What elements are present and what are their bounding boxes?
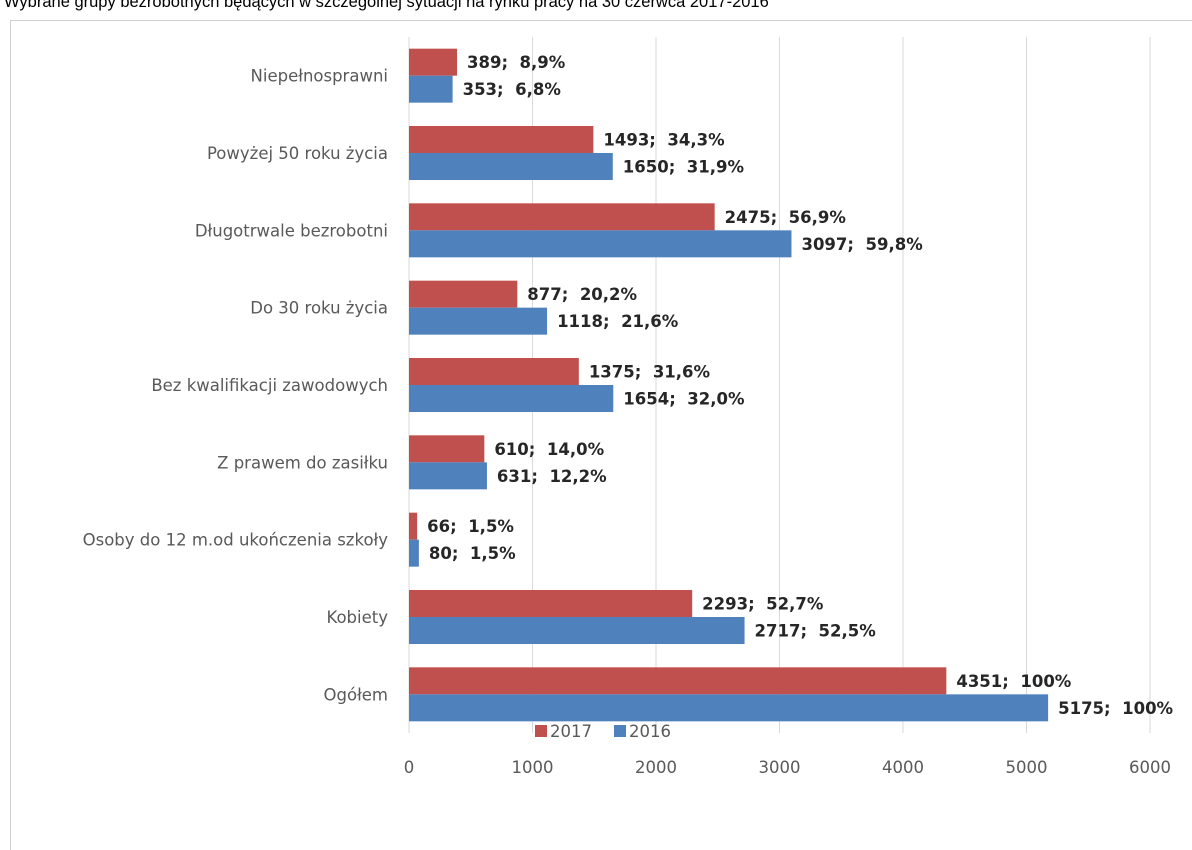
x-tick-label: 1000: [512, 758, 554, 777]
bar-2017: [409, 358, 579, 385]
bar-2017: [409, 126, 594, 153]
bar-2016: [409, 307, 548, 335]
category-label: Powyżej 50 roku życia: [207, 144, 388, 163]
bar-2016: [409, 617, 745, 644]
bar-2017: [409, 48, 458, 76]
data-labels: 389; 8,9% 1493; 34,3% 2475; 56,9% 877; 20,2…: [427, 53, 1173, 718]
data-label: 389; 8,9%: [467, 53, 566, 72]
bar-2017: [409, 590, 693, 617]
category-label: Ogółem: [324, 685, 388, 704]
x-tick-label: 2000: [635, 758, 677, 777]
data-label: 2717; 52,5%: [755, 622, 877, 641]
bar-2017: [409, 203, 715, 231]
category-label: Kobiety: [326, 608, 388, 627]
legend-label: 2016: [629, 722, 671, 741]
x-tick-label: 3000: [759, 758, 801, 777]
legend-swatch-2016: [614, 725, 626, 737]
bar-2016: [409, 153, 613, 180]
category-label: Długotrwale bezrobotni: [195, 221, 388, 240]
category-labels: Niepełnosprawni Powyżej 50 roku życia Dług…: [83, 67, 389, 705]
data-label: 1493; 34,3%: [603, 131, 725, 150]
x-tick-label: 5000: [1006, 758, 1048, 777]
legend: 2017 2016: [535, 722, 671, 741]
bar-2017: [409, 435, 485, 463]
bar-2016: [409, 385, 614, 412]
data-label: 353; 6,8%: [463, 80, 562, 99]
category-label: Osoby do 12 m.od ukończenia szkoły: [83, 531, 389, 550]
data-label: 1650; 31,9%: [623, 158, 745, 177]
category-label: Niepełnosprawni: [251, 67, 388, 86]
legend-label: 2017: [550, 722, 592, 741]
category-label: Do 30 roku życia: [250, 299, 388, 318]
bar-2016: [409, 230, 792, 258]
x-tick-labels: 0 1000 2000 3000 4000 5000 6000: [404, 758, 1171, 777]
data-label: 2475; 56,9%: [725, 208, 847, 227]
chart-frame: [10, 20, 1192, 850]
data-label: 1375; 31,6%: [589, 363, 711, 382]
category-label: Z prawem do zasiłku: [217, 453, 388, 472]
bar-2017: [409, 667, 947, 695]
data-label: 5175; 100%: [1058, 699, 1173, 718]
data-label: 1654; 32,0%: [623, 390, 745, 409]
data-label: 631; 12,2%: [497, 467, 607, 486]
x-tick-label: 6000: [1129, 758, 1171, 777]
data-label: 3097; 59,8%: [801, 235, 923, 254]
x-tick-label: 0: [404, 758, 415, 777]
data-label: 610; 14,0%: [494, 440, 604, 459]
bar-2017: [409, 512, 418, 540]
data-label: 877; 20,2%: [527, 285, 637, 304]
legend-swatch-2017: [535, 725, 547, 737]
data-label: 2293; 52,7%: [702, 595, 824, 614]
bars: [409, 48, 1049, 722]
bar-2016: [409, 539, 419, 567]
bar-2016: [409, 462, 487, 490]
data-label: 1118; 21,6%: [557, 312, 679, 331]
data-label: 66; 1,5%: [427, 517, 514, 536]
bar-2016: [409, 75, 453, 103]
bar-2017: [409, 280, 518, 308]
data-label: 4351; 100%: [956, 672, 1071, 691]
data-label: 80; 1,5%: [429, 544, 516, 563]
bar-2016: [409, 694, 1049, 722]
chart-title: Wybrane grupy bezrobotnych będących w sz…: [4, 0, 769, 11]
category-label: Bez kwalifikacji zawodowych: [151, 376, 388, 395]
x-tick-label: 4000: [882, 758, 924, 777]
